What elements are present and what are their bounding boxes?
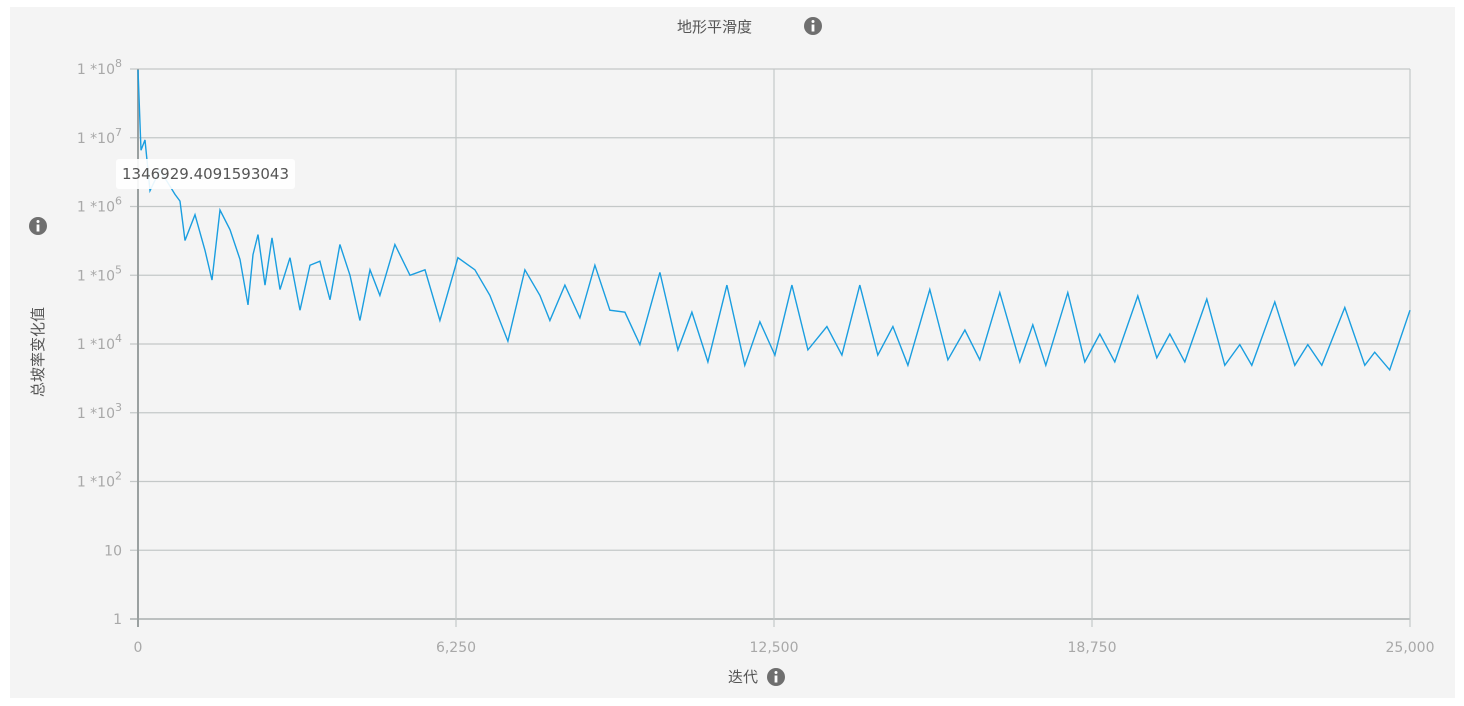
- y-tick-label: 1 *103: [77, 401, 122, 422]
- tooltip: 1346929.4091593043: [116, 159, 296, 189]
- x-tick-label: 12,500: [750, 640, 799, 656]
- title-info-icon[interactable]: [804, 17, 822, 35]
- x-tick-label: 0: [134, 640, 143, 656]
- x-tick-label: 6,250: [436, 640, 476, 656]
- x-axis-title: 迭代: [728, 668, 785, 686]
- x-tick-label: 25,000: [1386, 640, 1435, 656]
- x-tick-label: 18,750: [1068, 640, 1117, 656]
- chart-panel: [10, 7, 1455, 698]
- grid: [130, 68, 1411, 627]
- y-axis-title-text: 总坡率变化值: [29, 307, 47, 397]
- y-axis-ticks: 1 *108 1 *107 1 *106 1 *105 1 *104 1 *103 1 *1…: [77, 57, 122, 628]
- y-tick-label: 1 *108: [77, 57, 122, 78]
- x-axis-info-icon[interactable]: [767, 668, 785, 686]
- chart-title-text: 地形平滑度: [677, 18, 752, 36]
- x-axis-title-text: 迭代: [728, 668, 758, 686]
- y-tick-label: 1 *105: [77, 263, 122, 284]
- y-axis-info-icon[interactable]: [29, 217, 47, 235]
- y-axis-title: 总坡率变化值: [29, 217, 47, 397]
- y-tick-label: 10: [104, 543, 122, 559]
- y-tick-label: 1 *106: [77, 195, 122, 216]
- series-line[interactable]: [137, 69, 1411, 372]
- y-tick-label: 1 *102: [77, 470, 122, 491]
- y-tick-label: 1 *104: [77, 332, 122, 353]
- chart-title: 地形平滑度: [677, 17, 822, 36]
- x-axis-ticks: 0 6,250 12,500 18,750 25,000: [134, 640, 1435, 656]
- y-tick-label: 1: [113, 612, 122, 628]
- y-tick-label: 1 *107: [77, 126, 122, 147]
